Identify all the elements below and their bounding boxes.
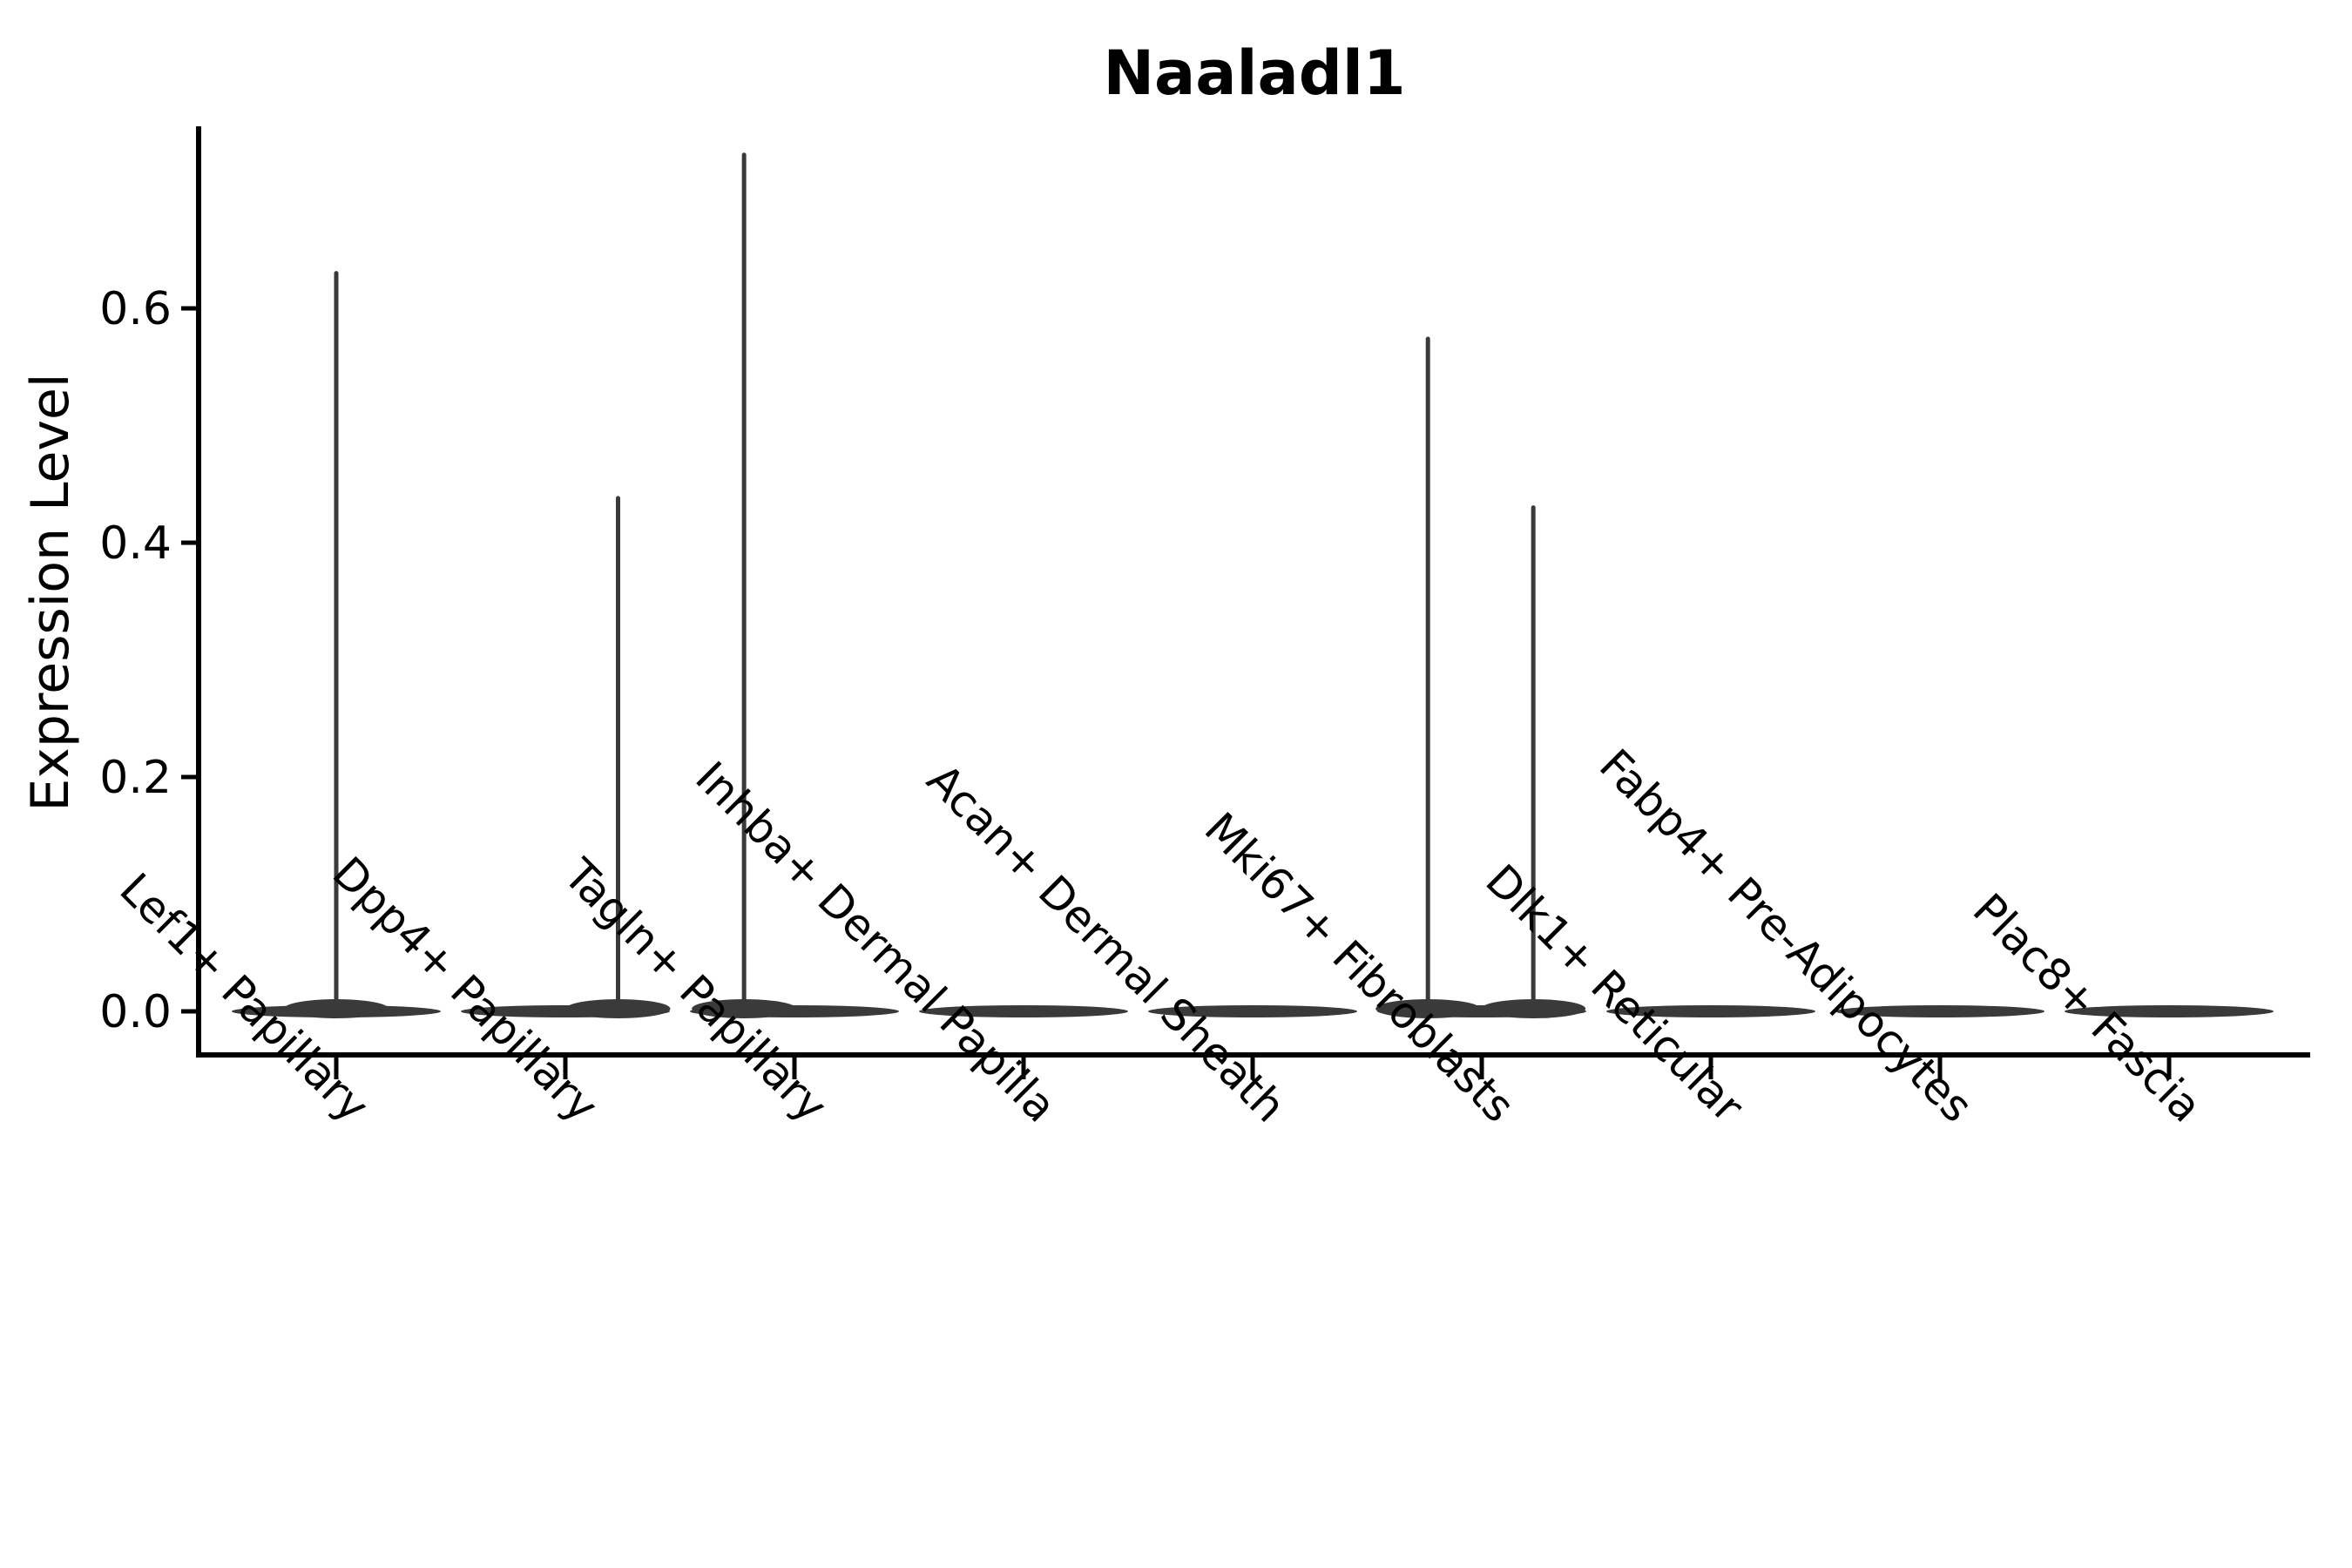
y-tick-label: 0.4 — [99, 517, 172, 570]
violin-9 — [2065, 1005, 2274, 1017]
violin-body — [1148, 1005, 1357, 1017]
violin-3 — [690, 152, 899, 1018]
violin-8 — [1835, 1005, 2044, 1017]
violin-4 — [919, 1005, 1128, 1017]
violin-6 — [1375, 336, 1586, 1018]
violin-5 — [1148, 1005, 1357, 1017]
axes-group — [196, 126, 2310, 1058]
violin-1 — [232, 271, 441, 1018]
violin-7 — [1606, 1005, 1815, 1017]
violin-body — [2065, 1005, 2274, 1017]
y-tick-label: 0.2 — [99, 752, 172, 804]
y-axis-label: Expression Level — [20, 373, 81, 811]
chart-title: Naaladl1 — [1103, 37, 1405, 109]
x-category-label: Fabp4+ Pre-Adipocytes — [1590, 740, 1983, 1132]
y-axis-ticks: 0.0 0.2 0.4 0.6 — [99, 283, 196, 1038]
y-tick-label: 0.6 — [99, 283, 172, 335]
violin-2 — [461, 496, 671, 1018]
violin-body — [919, 1005, 1128, 1017]
violin-body — [1835, 1005, 2044, 1017]
y-tick-label: 0.0 — [99, 986, 172, 1038]
violins-group — [232, 152, 2274, 1018]
violin-body — [1606, 1005, 1815, 1017]
x-axis-ticks — [334, 1058, 2172, 1079]
